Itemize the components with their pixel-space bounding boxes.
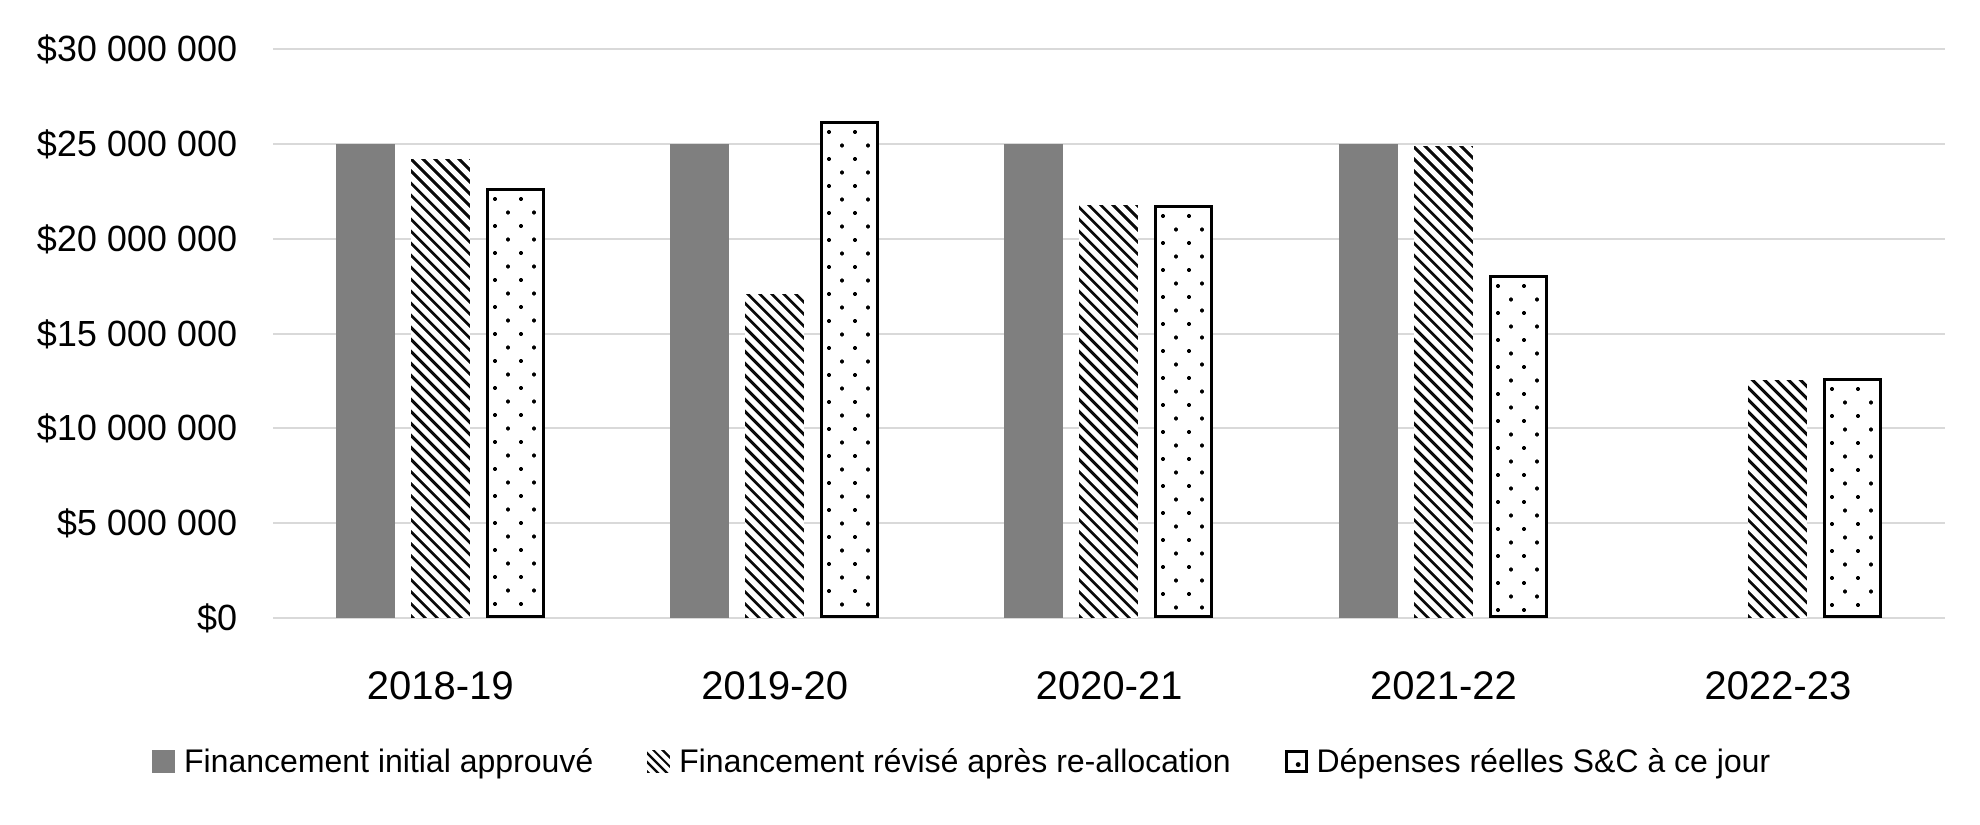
- bar-solid-gray-2020-21: [1004, 144, 1064, 618]
- legend-marker-diagonal-hatch-icon: [647, 749, 671, 773]
- bar-dotted-outline-2021-22: [1488, 275, 1548, 618]
- legend-label: Dépenses réelles S&C à ce jour: [1316, 743, 1771, 779]
- y-tick-label: $10 000 000: [36, 407, 237, 449]
- legend-marker-dotted-outline-icon: [1284, 749, 1308, 773]
- y-tick-label: $25 000 000: [36, 122, 237, 164]
- plot-area: [273, 48, 1945, 619]
- bar-dotted-outline-2020-21: [1154, 205, 1214, 618]
- y-tick-label: $5 000 000: [56, 502, 237, 544]
- legend-item: Dépenses réelles S&C à ce jour: [1284, 742, 1771, 780]
- x-tick-label: 2022-23: [1704, 664, 1852, 708]
- gridline: [273, 142, 1945, 145]
- bar-group-2019-20: [607, 49, 941, 618]
- legend: Financement initial approuvé Financement …: [152, 742, 1770, 780]
- x-tick-label: 2020-21: [1035, 664, 1183, 708]
- x-tick-label: 2018-19: [366, 664, 514, 708]
- bar-group-2018-19: [273, 49, 607, 618]
- bar-diagonal-hatch-2019-20: [745, 294, 805, 618]
- bar-dotted-outline-2022-23: [1823, 378, 1883, 618]
- y-tick-label: $15 000 000: [36, 312, 237, 354]
- y-tick-label: $30 000 000: [36, 28, 237, 69]
- bar-diagonal-hatch-2022-23: [1748, 380, 1808, 618]
- y-tick-label: $20 000 000: [36, 217, 237, 259]
- legend-item: Financement initial approuvé: [152, 742, 593, 780]
- bar-diagonal-hatch-2021-22: [1413, 146, 1473, 618]
- x-tick-label: 2021-22: [1369, 664, 1517, 708]
- legend-marker-solid-gray-icon: [152, 749, 175, 773]
- bar-diagonal-hatch-2018-19: [410, 159, 470, 618]
- gridline: [273, 48, 1945, 50]
- legend-label: Financement initial approuvé: [184, 743, 594, 779]
- bar-group-2020-21: [942, 49, 1276, 618]
- bar-solid-gray-2021-22: [1338, 144, 1398, 618]
- x-tick-label: 2019-20: [701, 664, 848, 708]
- bar-dotted-outline-2018-19: [485, 188, 545, 618]
- legend-item: Financement révisé après re-allocation: [647, 742, 1231, 780]
- y-tick-label: $0: [196, 597, 237, 638]
- bar-group-2022-23: [1611, 49, 1945, 618]
- legend-label: Financement révisé après re-allocation: [679, 743, 1231, 779]
- bar-dotted-outline-2019-20: [820, 121, 880, 618]
- bar-diagonal-hatch-2020-21: [1079, 205, 1139, 618]
- bar-group-2021-22: [1276, 49, 1610, 618]
- bar-solid-gray-2019-20: [670, 144, 730, 618]
- bar-solid-gray-2018-19: [335, 144, 395, 618]
- gridline: [273, 617, 1945, 619]
